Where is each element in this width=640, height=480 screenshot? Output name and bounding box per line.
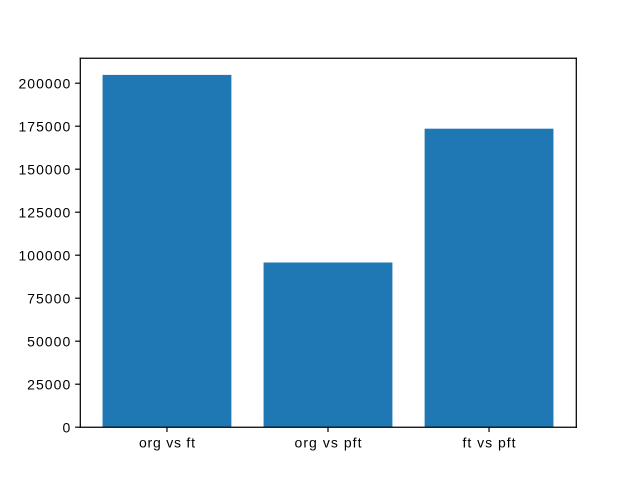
- svg-text:200000: 200000: [19, 75, 71, 91]
- svg-text:org vs pft: org vs pft: [295, 435, 362, 451]
- svg-text:25000: 25000: [27, 376, 70, 392]
- svg-text:175000: 175000: [19, 118, 71, 134]
- svg-text:75000: 75000: [27, 290, 70, 306]
- svg-text:org vs ft: org vs ft: [139, 435, 195, 451]
- svg-text:100000: 100000: [19, 247, 71, 263]
- svg-text:50000: 50000: [27, 333, 70, 349]
- svg-text:125000: 125000: [19, 204, 71, 220]
- svg-text:150000: 150000: [19, 161, 71, 177]
- svg-text:ft vs pft: ft vs pft: [463, 435, 516, 451]
- svg-text:0: 0: [63, 419, 71, 435]
